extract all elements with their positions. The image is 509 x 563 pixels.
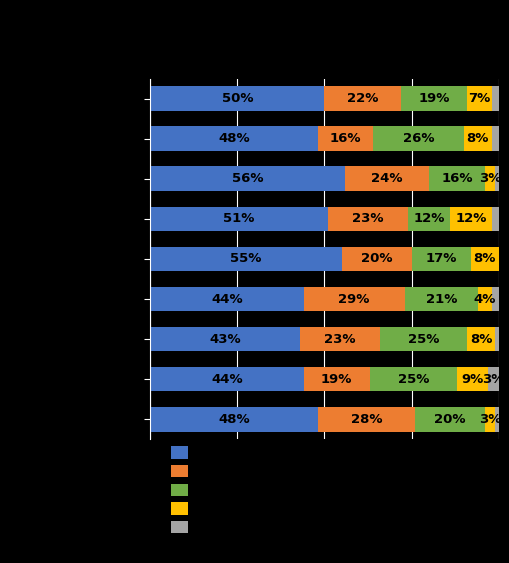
Text: 55%: 55% [231,252,262,266]
Bar [370,367,457,391]
Bar [150,367,303,391]
Text: 44%: 44% [211,293,243,306]
Bar [412,247,471,271]
Bar [303,287,405,311]
Text: 16%: 16% [330,132,361,145]
Bar [346,167,429,191]
Text: 29%: 29% [338,293,370,306]
Bar [485,167,495,191]
Bar [342,247,412,271]
Text: 50%: 50% [221,92,253,105]
Text: 7%: 7% [468,92,491,105]
Bar [150,127,318,151]
Bar [495,167,499,191]
Bar [408,207,450,231]
Text: 23%: 23% [352,212,384,225]
Bar [467,87,492,111]
Bar [492,87,499,111]
Bar [457,367,488,391]
Bar [478,287,492,311]
Bar [380,327,467,351]
Text: 12%: 12% [455,212,487,225]
Bar [300,327,380,351]
Bar [150,287,303,311]
Bar [492,207,499,231]
Text: 16%: 16% [441,172,473,185]
Text: 51%: 51% [223,212,254,225]
Bar [318,406,415,431]
Bar [429,167,485,191]
Bar [485,406,495,431]
Text: 44%: 44% [211,373,243,386]
Bar [471,247,499,271]
Bar [150,87,324,111]
Text: 3%: 3% [479,172,501,185]
Bar [150,207,328,231]
Text: 43%: 43% [209,333,241,346]
Text: 25%: 25% [398,373,429,386]
Text: 8%: 8% [470,333,493,346]
Bar [303,367,370,391]
Bar [150,247,342,271]
Bar [464,127,492,151]
Text: 17%: 17% [426,252,457,266]
Text: 19%: 19% [321,373,352,386]
Text: 20%: 20% [361,252,392,266]
Bar [488,367,499,391]
Text: 19%: 19% [418,92,450,105]
Text: 4%: 4% [474,293,496,306]
Text: 25%: 25% [408,333,440,346]
Bar [150,167,346,191]
Text: 20%: 20% [434,413,466,426]
Bar [405,287,478,311]
Bar [492,287,499,311]
Bar [401,87,467,111]
Text: 3%: 3% [483,373,505,386]
Bar [467,327,495,351]
Text: 3%: 3% [479,413,501,426]
Text: 8%: 8% [467,132,489,145]
Text: 26%: 26% [403,132,434,145]
Text: 24%: 24% [372,172,403,185]
Bar [150,406,318,431]
Bar [373,127,464,151]
Text: 9%: 9% [462,373,484,386]
Text: 12%: 12% [413,212,445,225]
Bar [495,327,499,351]
Text: 23%: 23% [324,333,356,346]
Text: 21%: 21% [426,293,457,306]
Text: 28%: 28% [351,413,382,426]
Text: 22%: 22% [347,92,379,105]
Bar [324,87,401,111]
Bar [328,207,408,231]
Bar [492,127,499,151]
Bar [415,406,485,431]
Bar [450,207,492,231]
Text: 56%: 56% [232,172,264,185]
Bar [150,327,300,351]
Bar [495,406,499,431]
Text: 48%: 48% [218,413,249,426]
Text: 48%: 48% [218,132,249,145]
Text: 8%: 8% [474,252,496,266]
Bar [318,127,373,151]
